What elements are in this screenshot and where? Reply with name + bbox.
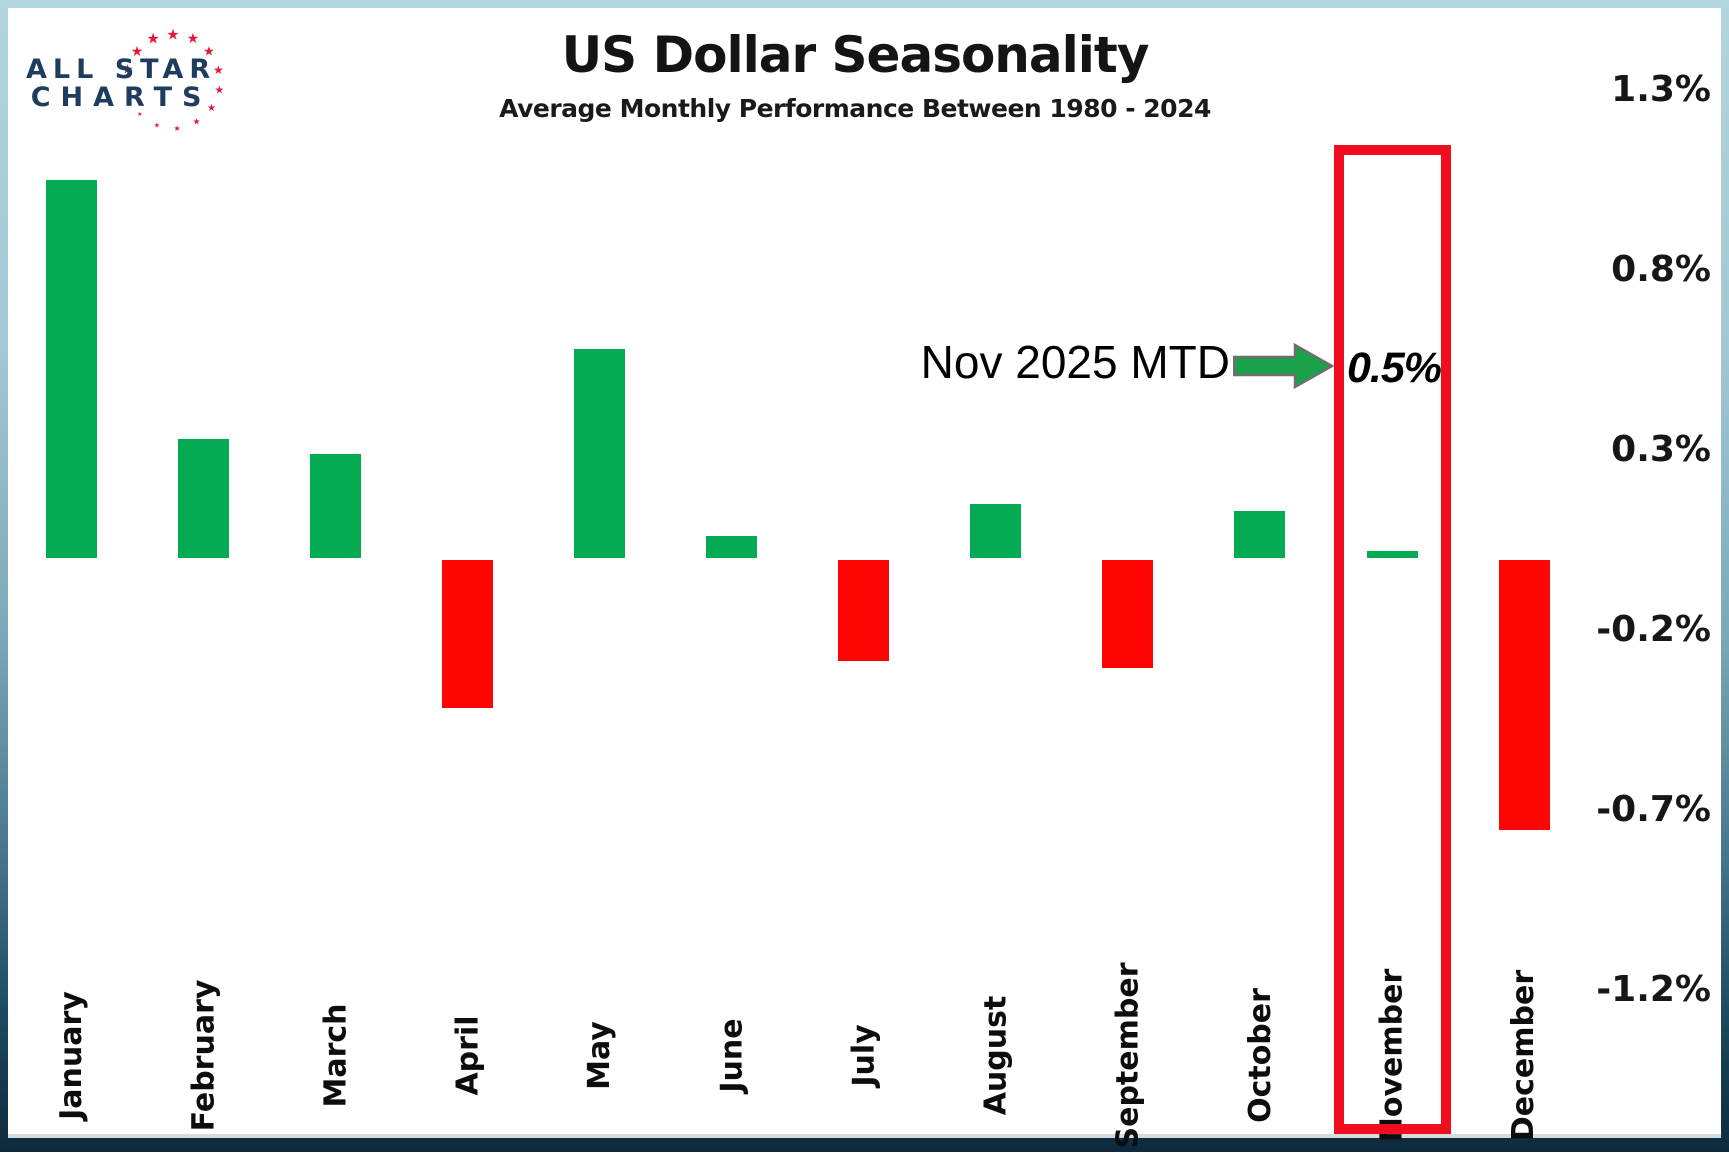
bar-june xyxy=(706,536,758,558)
bar-november xyxy=(1366,550,1418,558)
star-icon: ★ xyxy=(186,31,200,48)
logo-star-ring-icon: ★ ★ ★ ★ ★ ★ ★ ★ ★ ★ ★ ★ ★ ★ xyxy=(18,18,248,158)
chart-header: US Dollar Seasonality Average Monthly Pe… xyxy=(435,26,1275,123)
x-label-text: March xyxy=(318,1002,354,1108)
x-label-september: September xyxy=(1106,940,1150,1170)
bar-february xyxy=(178,439,230,558)
annotation-value: 0.5% xyxy=(1347,344,1442,392)
x-label-february: February xyxy=(182,940,226,1170)
bar-april xyxy=(442,560,494,708)
star-icon: ★ xyxy=(153,121,161,130)
x-label-text: August xyxy=(978,995,1014,1115)
x-label-text: December xyxy=(1506,969,1542,1141)
bar-may xyxy=(574,349,626,558)
chart-canvas: ★ ★ ★ ★ ★ ★ ★ ★ ★ ★ ★ ★ ★ ★ ALL STAR CHARTS US Dollar… xyxy=(8,8,1721,1148)
x-label-text: April xyxy=(450,1014,486,1096)
x-label-august: August xyxy=(974,940,1018,1170)
star-icon: ★ xyxy=(146,29,160,48)
chart-subtitle: Average Monthly Performance Between 1980… xyxy=(499,94,1211,123)
x-label-june: June xyxy=(710,940,754,1170)
y-tick-label: -1.2% xyxy=(1596,969,1711,1010)
star-icon: ★ xyxy=(121,62,134,78)
right-arrow-icon xyxy=(1233,342,1335,390)
x-label-text: February xyxy=(186,979,222,1131)
star-icon: ★ xyxy=(126,94,132,101)
x-label-march: March xyxy=(314,940,358,1170)
bar-january xyxy=(46,180,97,558)
x-label-december: December xyxy=(1502,940,1546,1170)
x-label-text: October xyxy=(1242,987,1278,1123)
x-label-april: April xyxy=(446,940,490,1170)
bar-december xyxy=(1498,560,1550,830)
star-icon: ★ xyxy=(207,102,216,114)
x-label-text: January xyxy=(54,990,89,1120)
bars-layer xyxy=(8,8,1721,1134)
y-axis-labels: 1.3% 0.8% 0.3% -0.2% -0.7% -1.2% xyxy=(8,8,1721,1134)
bar-march xyxy=(310,453,362,558)
bar-september xyxy=(1102,560,1154,668)
star-icon: ★ xyxy=(214,83,225,97)
star-icon: ★ xyxy=(166,25,180,44)
chart-title: US Dollar Seasonality xyxy=(561,26,1150,84)
bar-july xyxy=(838,560,890,661)
y-tick-label: 1.3% xyxy=(1611,69,1711,110)
star-icon: ★ xyxy=(213,62,224,77)
star-icon: ★ xyxy=(137,111,143,119)
x-label-january: January xyxy=(50,940,94,1170)
y-tick-label: 0.3% xyxy=(1611,429,1711,470)
logo-line1: ALL STAR xyxy=(26,54,217,85)
star-icon: ★ xyxy=(130,43,144,60)
x-label-text: June xyxy=(714,1017,750,1093)
x-label-text: July xyxy=(846,1023,882,1087)
x-label-text: September xyxy=(1110,962,1146,1148)
annotation-label: Nov 2025 MTD xyxy=(920,336,1230,388)
logo-text: ALL STAR CHARTS xyxy=(26,54,217,114)
y-tick-label: -0.7% xyxy=(1596,789,1711,830)
x-label-text: May xyxy=(582,1020,618,1090)
y-tick-label: 0.8% xyxy=(1611,249,1711,290)
x-label-october: October xyxy=(1238,940,1282,1170)
x-label-july: July xyxy=(842,940,886,1170)
star-icon: ★ xyxy=(203,44,215,60)
star-icon: ★ xyxy=(173,123,181,133)
bar-october xyxy=(1234,511,1286,558)
bar-august xyxy=(970,504,1022,558)
logo-line2: CHARTS xyxy=(30,82,212,114)
allstarcharts-logo: ★ ★ ★ ★ ★ ★ ★ ★ ★ ★ ★ ★ ★ ★ ALL STAR CHARTS xyxy=(18,18,248,158)
x-label-may: May xyxy=(578,940,622,1170)
november-highlight-box xyxy=(1333,145,1451,1134)
star-icon: ★ xyxy=(192,117,201,128)
x-axis-labels: January February March April May June July Augu… xyxy=(8,8,1721,1148)
y-tick-label: -0.2% xyxy=(1596,609,1711,650)
